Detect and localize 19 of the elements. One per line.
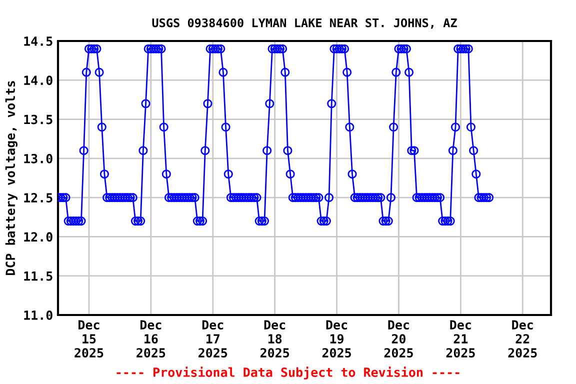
y-tick-label: 12.5 — [24, 193, 52, 202]
x-tick-label: Dec 15 2025 — [74, 320, 104, 358]
y-tick-label: 13.5 — [24, 114, 52, 124]
y-tick-label: 14.0 — [24, 76, 52, 86]
x-tick-label: Dec 17 2025 — [198, 320, 228, 358]
text: ---- Provisional Data Subject to Revision ---- — [116, 366, 460, 380]
x-tick-label: Dec 19 2025 — [322, 320, 351, 358]
y-tick-label: 11.5 — [24, 271, 52, 281]
y-axis-title: DCP battery voltage, volts — [5, 81, 18, 275]
y-tick-label: 11.0 — [24, 310, 52, 320]
y-tick-label: 12.0 — [24, 232, 52, 242]
x-tick-label: Dec 18 2025 — [260, 320, 290, 358]
x-tick-label: Dec 22 2025 — [508, 320, 537, 358]
chart-title: USGS 09384600 LYMAN LAKE NEAR ST. JOHNS, AZ — [152, 18, 457, 29]
x-tick-label: Dec 20 2025 — [384, 320, 413, 358]
x-tick-label: Dec 21 2025 — [446, 320, 475, 358]
x-tick-label: Dec 16 2025 — [136, 320, 166, 358]
y-tick-label: 14.5 — [24, 36, 52, 46]
y-tick-label: 13.0 — [24, 154, 52, 164]
